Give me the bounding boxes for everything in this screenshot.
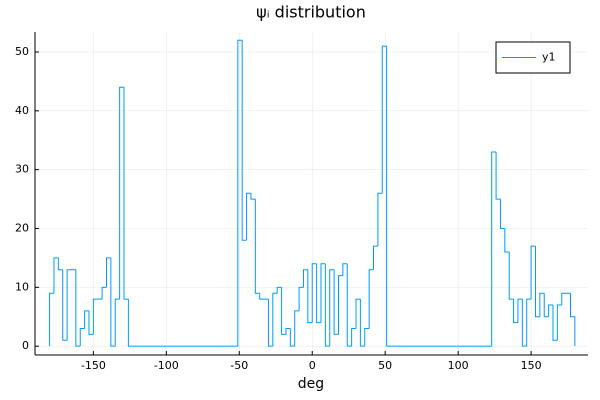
hist-step xyxy=(53,257,59,294)
chart-title: ψᵢ distribution xyxy=(256,3,366,22)
hist-step xyxy=(495,152,501,200)
hist-step xyxy=(569,293,576,347)
hist-step xyxy=(320,263,326,323)
hist-step xyxy=(556,304,562,341)
hist-step xyxy=(386,46,392,347)
hist-step xyxy=(351,328,357,347)
hist-step xyxy=(105,257,111,288)
hist-step xyxy=(272,292,278,347)
hist-step xyxy=(250,193,256,200)
hist-step xyxy=(49,292,54,347)
hist-step xyxy=(101,286,107,300)
hist-step xyxy=(346,263,352,347)
hist-step xyxy=(491,151,497,347)
x-tick-label: 0 xyxy=(309,359,316,372)
hist-step xyxy=(302,269,308,288)
hist-step xyxy=(364,328,370,347)
hist-step xyxy=(539,292,545,317)
hist-step xyxy=(316,263,321,324)
x-tick-label: 50 xyxy=(378,359,392,372)
hist-step xyxy=(84,310,89,329)
hist-step xyxy=(119,86,125,300)
hist-step xyxy=(114,298,120,347)
x-tick-label: 150 xyxy=(521,359,542,372)
y-tick-label: 10 xyxy=(15,280,29,293)
hist-step xyxy=(534,246,540,318)
hist-step xyxy=(110,257,116,347)
y-tick-label: 30 xyxy=(15,163,29,176)
hist-step xyxy=(504,228,510,253)
x-tick-label: -150 xyxy=(81,359,106,372)
hist-step xyxy=(381,45,387,194)
hist-step xyxy=(337,275,343,335)
hist-step xyxy=(57,257,63,271)
hist-step xyxy=(342,263,348,276)
hist-step xyxy=(259,293,265,300)
hist-step xyxy=(521,299,527,347)
hist-step xyxy=(285,328,291,335)
hist-step xyxy=(276,286,282,294)
x-tick-label: -50 xyxy=(230,359,248,372)
y-tick-label: 50 xyxy=(15,45,29,58)
hist-step xyxy=(267,299,273,347)
hist-step xyxy=(359,299,365,347)
hist-step xyxy=(88,310,94,335)
hist-step xyxy=(517,298,523,323)
hist-step xyxy=(377,192,383,247)
hist-step xyxy=(298,286,304,311)
hist-step xyxy=(246,192,251,241)
y-tick-label: 20 xyxy=(15,222,29,235)
hist-step xyxy=(307,269,313,324)
hist-step xyxy=(254,199,260,294)
hist-step xyxy=(329,269,335,347)
hist-step xyxy=(548,304,553,317)
hist-step xyxy=(75,269,81,347)
hist-step xyxy=(123,87,129,300)
hist-step xyxy=(499,199,505,230)
hist-step xyxy=(241,40,247,241)
hist-step xyxy=(62,269,68,341)
hist-step xyxy=(66,269,72,341)
hist-step xyxy=(368,269,374,329)
hist-step xyxy=(526,298,532,347)
x-tick-label: 100 xyxy=(448,359,469,372)
hist-step xyxy=(552,304,558,341)
hist-step xyxy=(281,287,286,335)
hist-step xyxy=(311,263,317,323)
hist-step xyxy=(92,298,98,335)
y-tick-label: 0 xyxy=(22,339,29,352)
x-tick-label: -100 xyxy=(154,359,179,372)
y-tick-label: 40 xyxy=(15,104,29,117)
hist-step xyxy=(508,252,514,300)
hist-step xyxy=(324,263,330,347)
hist-step xyxy=(79,328,85,347)
legend-label: y1 xyxy=(542,51,556,64)
hist-step xyxy=(355,298,361,329)
hist-step xyxy=(333,269,339,335)
hist-step xyxy=(373,245,378,270)
x-axis-label: deg xyxy=(298,376,324,392)
hist-step xyxy=(513,299,518,324)
hist-step xyxy=(530,245,536,300)
hist-step xyxy=(561,292,567,305)
hist-step xyxy=(237,39,243,347)
hist-step xyxy=(294,310,300,347)
hist-step xyxy=(543,293,549,318)
hist-step xyxy=(289,328,295,347)
hist-step xyxy=(127,299,133,347)
